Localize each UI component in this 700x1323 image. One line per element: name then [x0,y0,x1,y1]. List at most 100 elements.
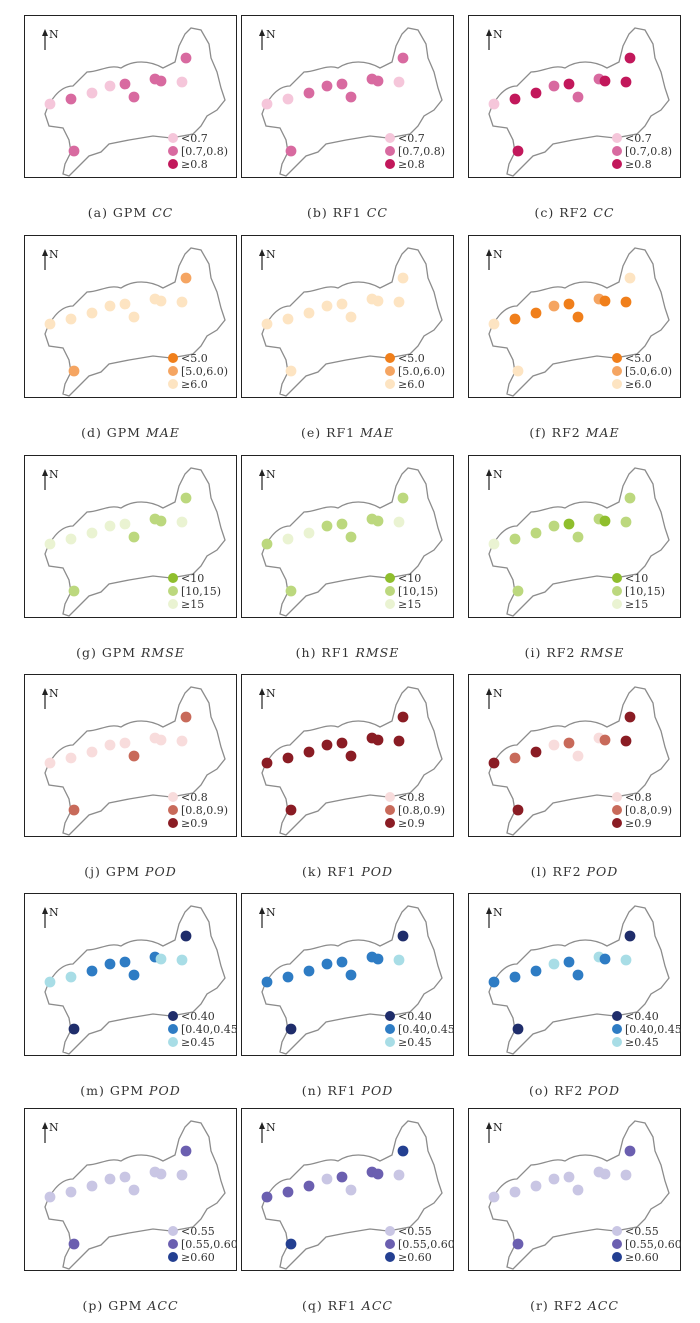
panel-caption: (b) RF1 CC [241,205,454,220]
station-marker [345,531,357,543]
caption-prefix: (k) RF1 [302,864,362,879]
legend-swatch [168,792,178,802]
legend-swatch [612,366,622,376]
station-marker [336,518,348,530]
legend-swatch [385,586,395,596]
station-marker [282,313,294,325]
legend-label: ≥6.0 [181,378,208,391]
station-marker [345,311,357,323]
legend-label: <0.8 [398,791,425,804]
station-marker [282,1186,294,1198]
map-panel: N <0.55 [0.55,0.60) ≥0.60 [241,1108,455,1271]
caption-metric: CC [366,205,388,220]
station-marker [104,300,116,312]
caption-prefix: (f) RF2 [529,425,586,440]
legend-label: ≥0.60 [181,1251,215,1264]
legend-label: [0.7,0.8) [181,145,228,158]
caption-metric: ACC [587,1298,619,1313]
caption-prefix: (c) RF2 [534,205,594,220]
caption-prefix: (j) GPM [84,864,146,879]
station-marker [303,527,315,539]
map-svg: N <0.8[0.8,0.9)≥0.9 [259,686,445,836]
map-panel: N <0.40 [0.40,0.45) ≥0.45 [468,893,682,1056]
station-marker [599,515,611,527]
legend-swatch [612,379,622,389]
panel-caption: (h) RF1 RMSE [241,645,454,660]
legend-swatch [168,805,178,815]
station-marker [397,930,409,942]
station-marker [321,80,333,92]
map-svg: N <0.7[0.7,0.8)≥0.8 [42,27,228,177]
legend-swatch [168,586,178,596]
caption-metric: RMSE [580,645,625,660]
station-marker [68,804,80,816]
legend-swatch [168,1239,178,1249]
north-label: N [493,906,503,919]
north-arrowhead-icon [486,1122,492,1129]
station-marker [68,365,80,377]
station-marker [530,87,542,99]
legend-swatch [612,1024,622,1034]
legend-label: [0.7,0.8) [625,145,672,158]
legend-label: ≥15 [181,598,204,611]
map-svg: N <0.55[0.55,0.60)≥0.60 [42,1120,238,1270]
station-marker [572,750,584,762]
north-arrowhead-icon [486,907,492,914]
station-marker [512,1238,524,1250]
legend-label: <0.8 [625,791,652,804]
caption-prefix: (q) RF1 [302,1298,362,1313]
legend-label: [0.40,0.45) [625,1023,682,1036]
panel-caption: (m) GPM POD [24,1083,237,1098]
station-marker [68,1023,80,1035]
north-label: N [49,687,59,700]
caption-metric: RMSE [141,645,185,660]
station-marker [530,965,542,977]
panel-caption: (l) RF2 POD [468,864,681,879]
station-marker [345,750,357,762]
map-svg: N <0.8[0.8,0.9)≥0.9 [486,686,672,836]
caption-metric: CC [593,205,615,220]
legend-label: <5.0 [625,352,652,365]
station-marker [285,804,297,816]
station-marker [488,538,500,550]
legend-swatch [168,133,178,143]
north-arrowhead-icon [259,907,265,914]
map-svg: N <0.40[0.40,0.45)≥0.45 [486,905,682,1055]
caption-prefix: (i) RF2 [524,645,581,660]
station-marker [261,318,273,330]
station-marker [624,711,636,723]
legend-label: ≥15 [398,598,421,611]
north-arrowhead-icon [259,469,265,476]
station-marker [345,1184,357,1196]
north-label: N [266,687,276,700]
station-marker [86,746,98,758]
station-marker [620,76,632,88]
legend-swatch [168,366,178,376]
station-marker [548,739,560,751]
station-marker [563,1171,575,1183]
north-label: N [49,906,59,919]
legend-swatch [168,573,178,583]
north-label: N [266,1121,276,1134]
station-marker [282,971,294,983]
map-panel: N <0.8 [0.8,0.9) ≥0.9 [24,674,237,837]
legend-label: [0.40,0.45) [181,1023,238,1036]
legend-label: [5.0,6.0) [181,365,228,378]
station-marker [563,298,575,310]
legend-swatch [612,1011,622,1021]
caption-prefix: (n) RF1 [301,1083,362,1098]
caption-metric: POD [149,1083,181,1098]
station-marker [285,145,297,157]
caption-metric: POD [586,864,619,879]
station-marker [336,737,348,749]
station-marker [128,311,140,323]
legend-label: [10,15) [181,585,221,598]
station-marker [530,1180,542,1192]
legend-swatch [385,1011,395,1021]
station-marker [393,516,405,528]
legend-label: <0.55 [398,1225,432,1238]
station-marker [155,1168,167,1180]
station-marker [86,87,98,99]
north-arrowhead-icon [486,249,492,256]
panel-caption: (c) RF2 CC [468,205,681,220]
